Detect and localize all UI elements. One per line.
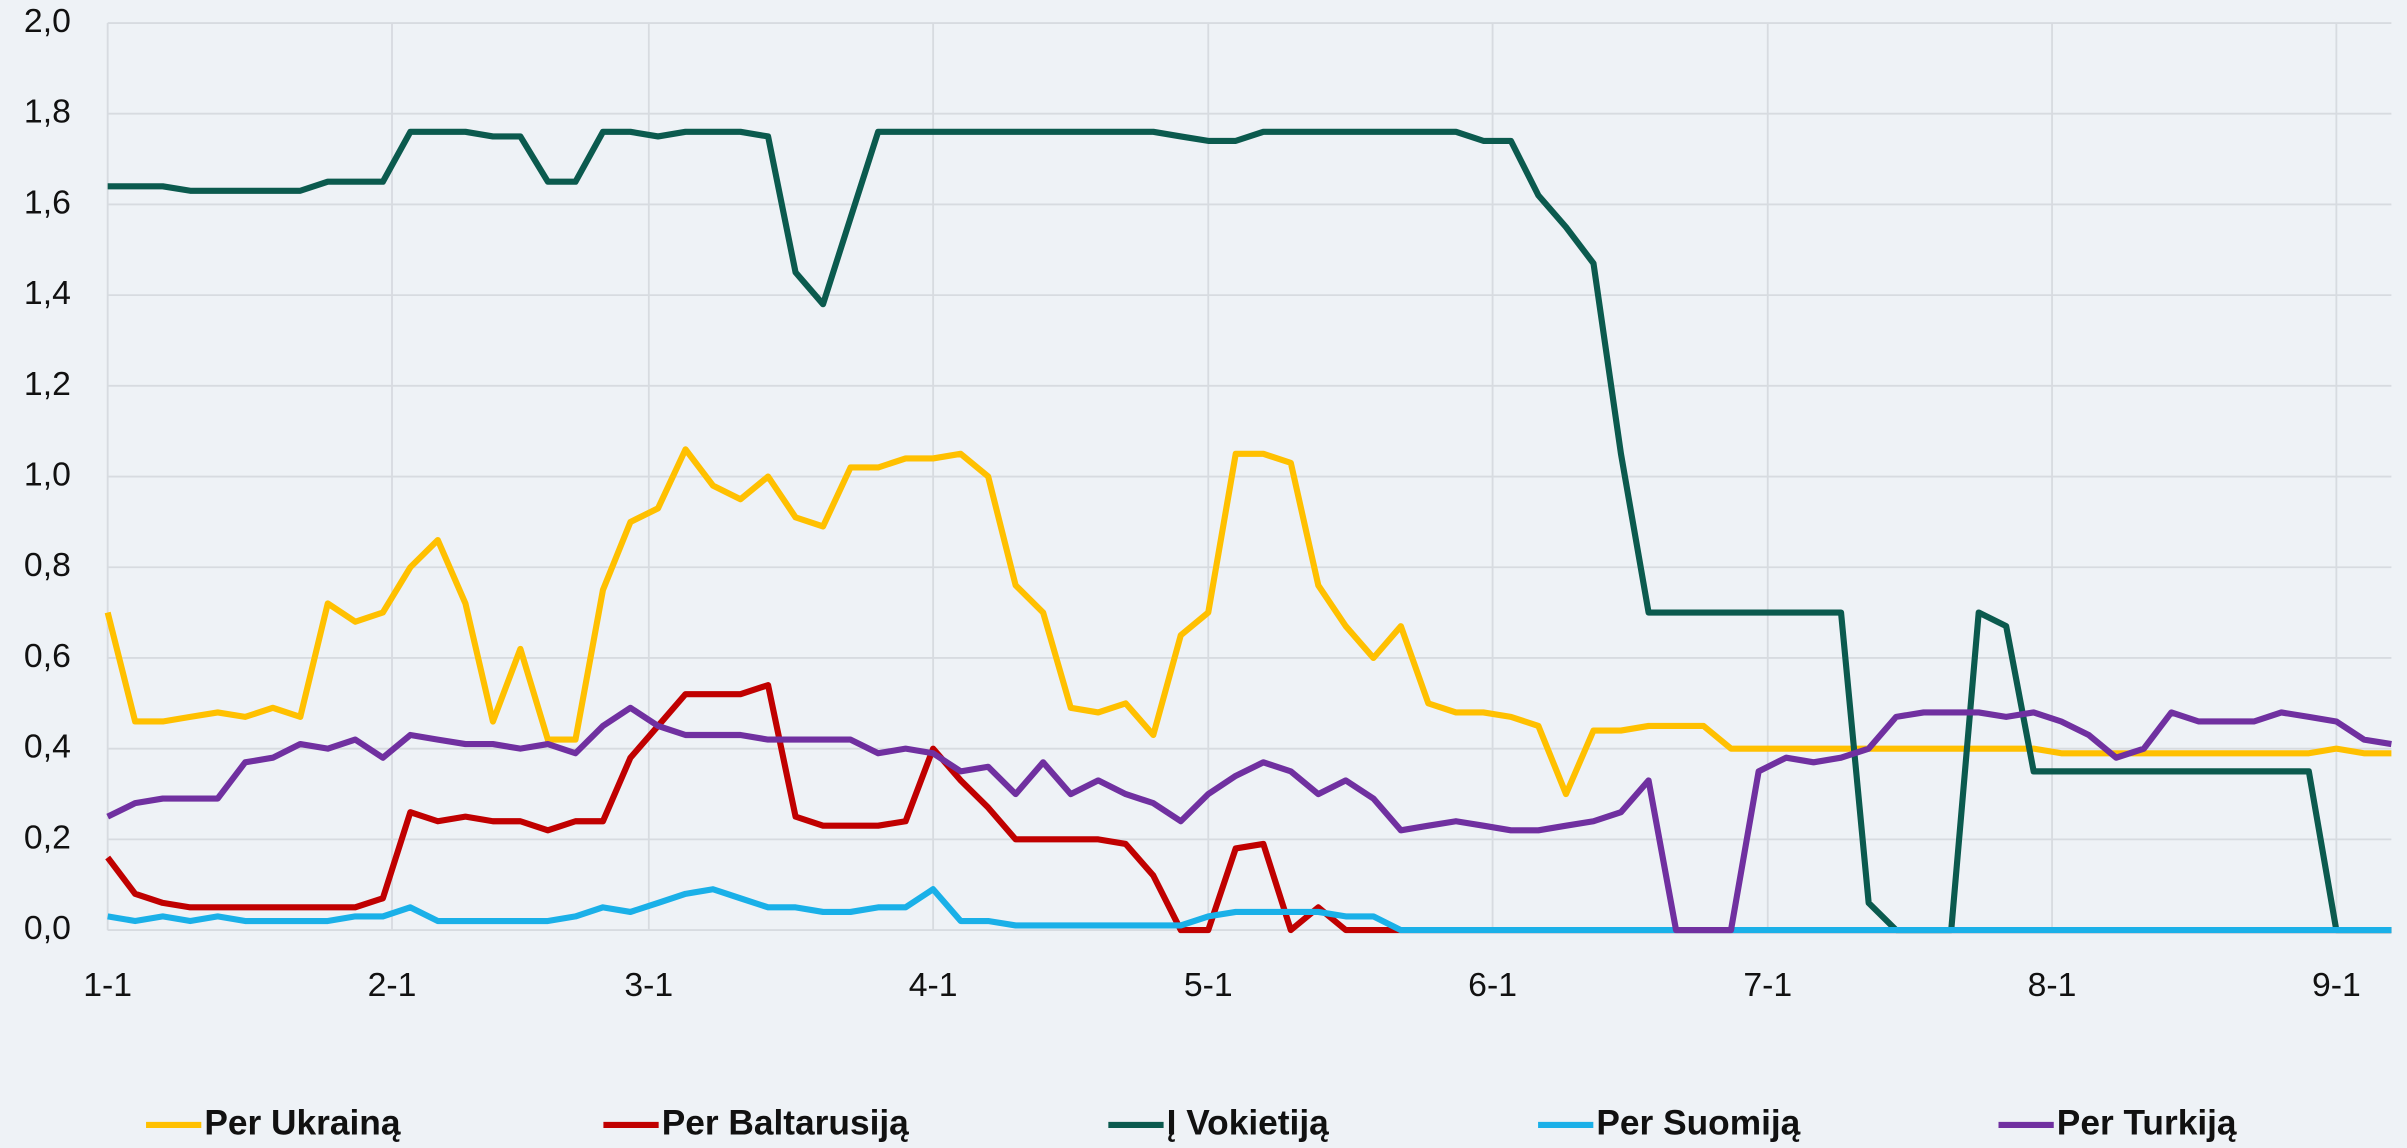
y-tick-label: 2,0: [24, 2, 71, 40]
x-tick-label: 4-1: [909, 966, 958, 1004]
legend-text: Per Ukrainą: [204, 1103, 400, 1142]
series-line: [107, 128, 2392, 934]
x-tick-label: 8-1: [2028, 966, 2077, 1004]
x-tick-label: 7-1: [1743, 966, 1792, 1004]
legend-text: Per Baltarusiją: [662, 1103, 909, 1142]
x-tick-label: 9-1: [2312, 966, 2361, 1004]
series-line: [106, 704, 2392, 934]
y-tick-label: 1,8: [24, 93, 71, 131]
x-tick-label: 5-1: [1184, 966, 1233, 1004]
legend-text: Į Vokietiją: [1167, 1103, 1329, 1142]
legend-text: Per Turkiją: [2057, 1103, 2237, 1142]
series-line: [107, 886, 2392, 934]
y-tick-label: 0,2: [24, 818, 71, 856]
series-line: [104, 446, 2392, 798]
x-tick-label: 2-1: [368, 966, 417, 1004]
y-tick-label: 0,8: [24, 546, 71, 584]
y-tick-label: 0,4: [24, 728, 71, 766]
x-tick-label: 6-1: [1468, 966, 1517, 1004]
series-line: [105, 682, 2392, 934]
x-tick-label: 1-1: [83, 966, 132, 1004]
legend-text: Per Suomiją: [1596, 1103, 1800, 1142]
y-tick-label: 1,0: [24, 455, 71, 493]
y-tick-label: 0,6: [24, 637, 71, 675]
y-tick-label: 0,0: [24, 909, 71, 947]
y-tick-label: 1,4: [24, 274, 71, 312]
x-tick-label: 3-1: [624, 966, 673, 1004]
y-tick-label: 1,6: [24, 183, 71, 221]
y-tick-label: 1,2: [24, 365, 71, 403]
